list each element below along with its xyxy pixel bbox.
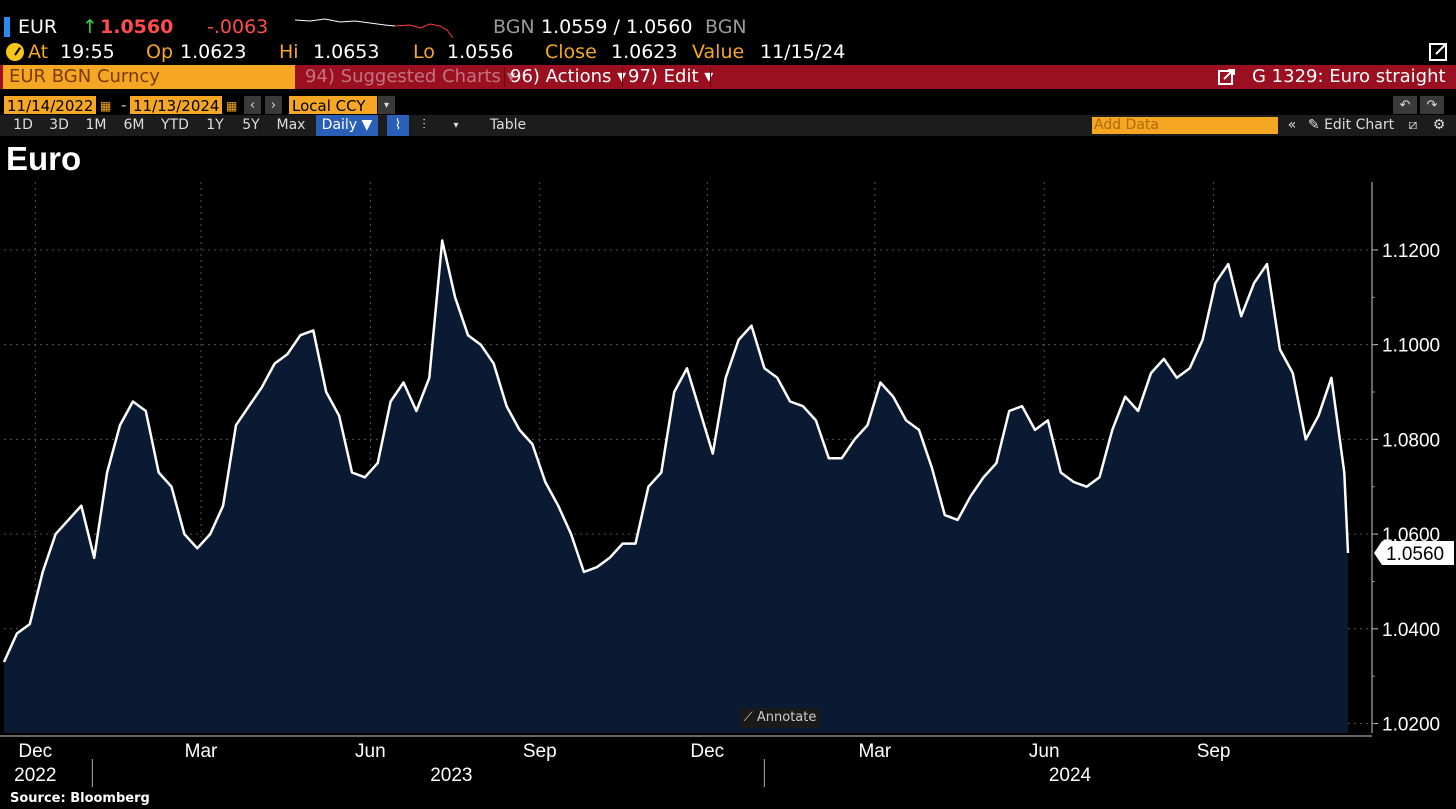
- ask-source: BGN: [705, 16, 747, 38]
- range-ytd[interactable]: YTD: [161, 117, 189, 133]
- open-label: Op: [146, 41, 174, 63]
- low-label: Lo: [413, 41, 435, 63]
- range-1y[interactable]: 1Y: [206, 117, 224, 133]
- low-value: 1.0556: [447, 41, 514, 63]
- series-line: [2, 239, 1350, 663]
- actions-menu[interactable]: 96) Actions ▾: [510, 66, 627, 87]
- calendar-icon[interactable]: ▦: [100, 99, 112, 113]
- at-time: 19:55: [60, 41, 115, 63]
- last-value-label: 1.0560: [1386, 544, 1444, 565]
- range-6m[interactable]: 6M: [123, 117, 145, 133]
- y-tick-label: 1.0200: [1382, 715, 1440, 736]
- close-value: 1.0623: [611, 41, 678, 63]
- chart-id[interactable]: G 1329: Euro straight: [1252, 66, 1446, 87]
- up-arrow-icon: ↑: [82, 16, 98, 38]
- x-year-label: 2023: [430, 765, 472, 786]
- date-dash: -: [121, 96, 127, 114]
- currency-dropdown-icon[interactable]: ▾: [378, 96, 395, 114]
- menu-bar: EUR BGN Curncy 94) Suggested Charts ▾ 96…: [0, 65, 1456, 89]
- bar-chart-icon[interactable]: ⫶: [422, 117, 426, 133]
- ticker: EUR: [18, 16, 58, 38]
- sparkline: [295, 18, 454, 39]
- open-value: 1.0623: [180, 41, 247, 63]
- x-month-label: Sep: [1197, 741, 1231, 762]
- value-label: Value: [692, 41, 745, 63]
- start-date[interactable]: 11/14/2022: [4, 96, 97, 115]
- x-year-label: 2024: [1049, 765, 1092, 786]
- next-arrow-icon[interactable]: ›: [265, 96, 282, 114]
- x-month-label: Mar: [185, 741, 218, 762]
- date-controls: 11/14/2022 ▦ - 11/13/2024 ▦ ‹ › Local CC…: [0, 95, 1456, 115]
- range-3d[interactable]: 3D: [49, 117, 69, 133]
- x-month-label: Mar: [858, 741, 891, 762]
- active-indicator: [4, 17, 10, 37]
- redo-icon[interactable]: ↷: [1420, 96, 1444, 114]
- x-month-label: Dec: [690, 741, 724, 762]
- last-price: 1.0560: [100, 16, 174, 38]
- edit-menu[interactable]: 97) Edit ▾: [628, 66, 714, 87]
- speedometer-icon[interactable]: [6, 43, 24, 61]
- y-tick-label: 1.1200: [1382, 241, 1440, 262]
- crop-icon[interactable]: ⧄: [1408, 117, 1418, 133]
- calendar-icon-2[interactable]: ▦: [226, 99, 238, 113]
- price-chart: 1.0200 1.0400 1.0600 1.0800 1.1000 1.1200 Dec M…: [0, 182, 1454, 787]
- range-max[interactable]: Max: [276, 117, 306, 133]
- range-1d[interactable]: 1D: [13, 117, 33, 133]
- at-label: At: [28, 41, 49, 63]
- end-date[interactable]: 11/13/2024: [130, 96, 223, 115]
- collapse-icon[interactable]: «: [1287, 117, 1297, 133]
- y-tick-label: 1.0800: [1382, 430, 1440, 451]
- series-area: [4, 240, 1348, 733]
- source-note: Source: Bloomberg: [10, 791, 150, 806]
- ohlc-line: At 19:55 Op 1.0623 Hi 1.0653 Lo 1.0556 C…: [0, 40, 1456, 64]
- y-tick-label: 1.1000: [1382, 336, 1440, 357]
- undo-icon[interactable]: ↶: [1393, 96, 1417, 114]
- prev-arrow-icon[interactable]: ‹: [244, 96, 261, 114]
- edit-chart-button[interactable]: ✎ Edit Chart: [1307, 117, 1395, 133]
- table-button[interactable]: Table: [489, 117, 527, 133]
- chart-type-dropdown-icon[interactable]: ▾: [453, 120, 459, 131]
- net-change: -.0063: [207, 16, 269, 38]
- last-value-flag: [1374, 541, 1454, 566]
- chart-title: Euro: [6, 140, 82, 177]
- x-month-label: Jun: [1029, 741, 1060, 762]
- annotate-button[interactable]: ⟋ Annotate: [740, 708, 820, 728]
- range-1m[interactable]: 1M: [85, 117, 107, 133]
- add-data-input[interactable]: Add Data: [1092, 117, 1278, 134]
- high-label: Hi: [279, 41, 299, 63]
- x-month-label: Dec: [18, 741, 52, 762]
- value-date: 11/15/24: [760, 41, 846, 63]
- close-label: Close: [545, 41, 597, 63]
- line-chart-icon[interactable]: ⌇: [387, 115, 409, 136]
- suggested-charts-menu[interactable]: 94) Suggested Charts ▾: [305, 66, 516, 87]
- quote-line: EUR ↑ 1.0560 -.0063 BGN 1.0559 / 1.0560 …: [0, 14, 1456, 40]
- range-5y[interactable]: 5Y: [242, 117, 260, 133]
- popout-icon[interactable]: [1428, 42, 1450, 64]
- high-value: 1.0653: [313, 41, 380, 63]
- bid-source: BGN: [493, 16, 535, 38]
- y-tick-label: 1.0400: [1382, 620, 1440, 641]
- x-year-label: 2022: [14, 765, 56, 786]
- gear-icon[interactable]: ⚙: [1432, 117, 1446, 133]
- range-toolbar: 1D 3D 1M 6M YTD 1Y 5Y Max Daily ▼ ⌇ ⫶ ▾ …: [0, 115, 1456, 136]
- x-month-label: Sep: [523, 741, 557, 762]
- currency-select[interactable]: Local CCY: [289, 96, 377, 115]
- y-tick-label: 1.0600: [1382, 525, 1440, 546]
- frequency-select[interactable]: Daily ▼: [316, 115, 378, 136]
- x-month-label: Jun: [355, 741, 386, 762]
- launch-icon[interactable]: [1218, 69, 1236, 85]
- bid-ask: 1.0559 / 1.0560: [541, 16, 693, 38]
- security-field[interactable]: EUR BGN Curncy: [3, 65, 295, 89]
